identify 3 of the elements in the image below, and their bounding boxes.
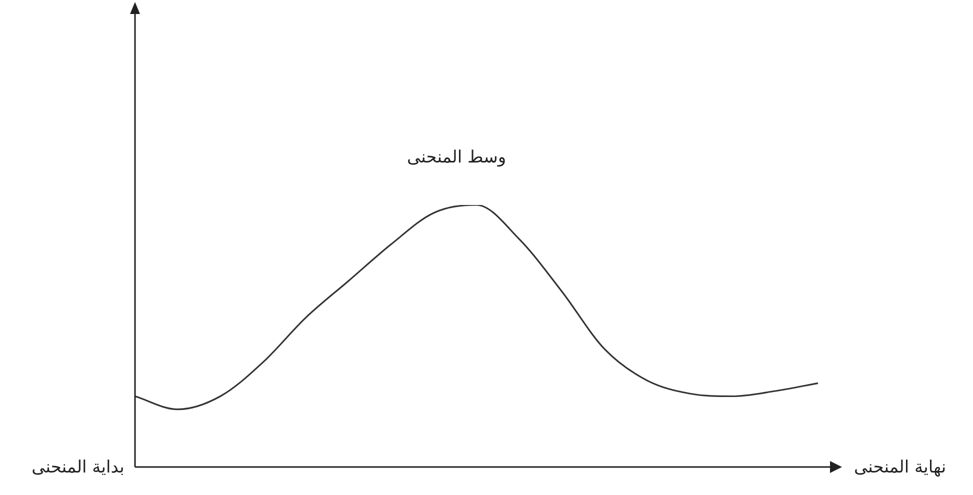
text: بداية المنحنى (32, 457, 124, 478)
text: وسط المنحنى (406, 147, 506, 168)
text: نهاية المنحنى (854, 457, 946, 478)
